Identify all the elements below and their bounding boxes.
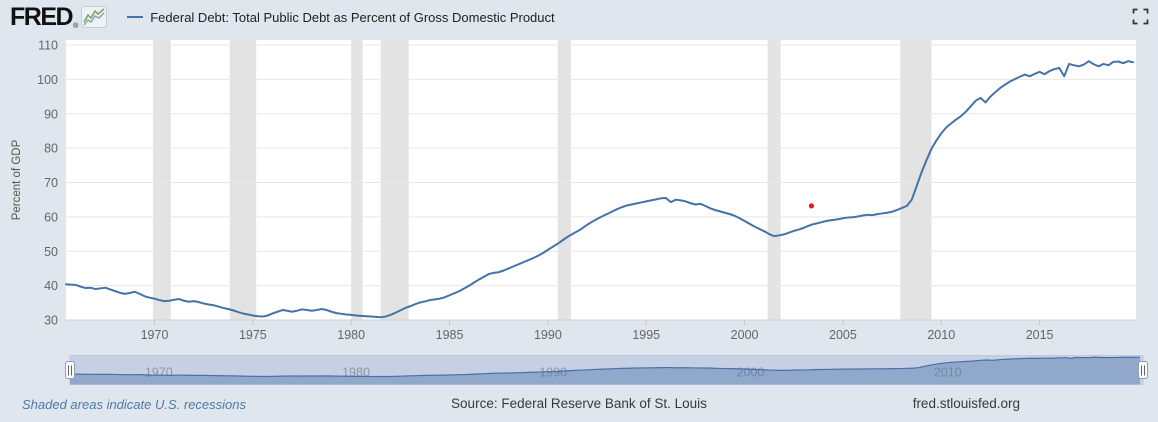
recession-band: [152, 40, 171, 320]
fullscreen-icon[interactable]: [1132, 8, 1149, 25]
registered-trademark: ®: [73, 23, 79, 30]
x-tick-label: 1985: [436, 328, 464, 342]
y-tick-label: 70: [44, 176, 58, 190]
y-tick-label: 50: [44, 245, 58, 259]
y-tick-label: 110: [38, 39, 58, 53]
recession-band: [557, 40, 571, 320]
sparkline-icon: [81, 6, 108, 28]
x-tick-label: 1980: [337, 328, 365, 342]
chart-footer: Shaded areas indicate U.S. recessions So…: [0, 394, 1158, 420]
navigator-year-label: 2010: [934, 366, 962, 380]
x-tick-label: 1995: [632, 328, 660, 342]
series-legend[interactable]: Federal Debt: Total Public Debt as Perce…: [127, 9, 555, 25]
x-tick-label: 1990: [534, 328, 562, 342]
y-tick-label: 60: [44, 210, 58, 224]
y-tick-label: 40: [44, 279, 58, 293]
legend-label: Federal Debt: Total Public Debt as Perce…: [150, 9, 555, 25]
x-tick-label: 2000: [731, 328, 759, 342]
recession-band: [380, 40, 409, 320]
y-tick-label: 90: [44, 107, 58, 121]
debt-line-series[interactable]: [65, 60, 1135, 319]
recession-note-link[interactable]: Shaded areas indicate U.S. recessions: [22, 397, 247, 412]
x-tick-label: 1975: [239, 328, 267, 342]
navigator-area: [70, 357, 1141, 385]
recession-band: [767, 40, 781, 320]
legend-line-swatch: [127, 16, 144, 18]
navigator-year-label: 1970: [145, 366, 173, 380]
recession-band: [351, 40, 363, 320]
x-tick-label: 2005: [829, 328, 857, 342]
x-tick-label: 2010: [927, 328, 955, 342]
navigator-handle-right[interactable]: [1138, 361, 1148, 379]
navigator-line: [69, 356, 1141, 378]
chart-svg: 30 40 50 60 70 80 90 100 110 1970 1975 1980 1985 1990…: [11, 39, 1148, 385]
recession-band: [229, 40, 257, 320]
x-tick-label: 2015: [1026, 328, 1054, 342]
y-tick-label: 80: [44, 142, 58, 156]
navigator-handle-left[interactable]: [65, 361, 75, 379]
x-tick-label: 1970: [141, 328, 169, 342]
navigator-year-label: 1990: [539, 366, 567, 380]
fred-site-link[interactable]: fred.stlouisfed.org: [912, 396, 1020, 411]
y-tick-label: 30: [44, 314, 58, 328]
recession-band: [900, 40, 932, 320]
y-tick-label: 100: [37, 73, 58, 87]
red-marker-point: [808, 203, 815, 209]
y-axis-title: Percent of GDP: [11, 139, 23, 220]
plot-area[interactable]: [66, 40, 1136, 320]
navigator-strip[interactable]: [69, 355, 1144, 385]
fred-logo[interactable]: FRED: [10, 2, 74, 31]
chart-header: FRED ® Federal Debt: Total Public Debt a…: [0, 0, 1158, 34]
source-text: Source: Federal Reserve Bank of St. Loui…: [451, 396, 707, 411]
